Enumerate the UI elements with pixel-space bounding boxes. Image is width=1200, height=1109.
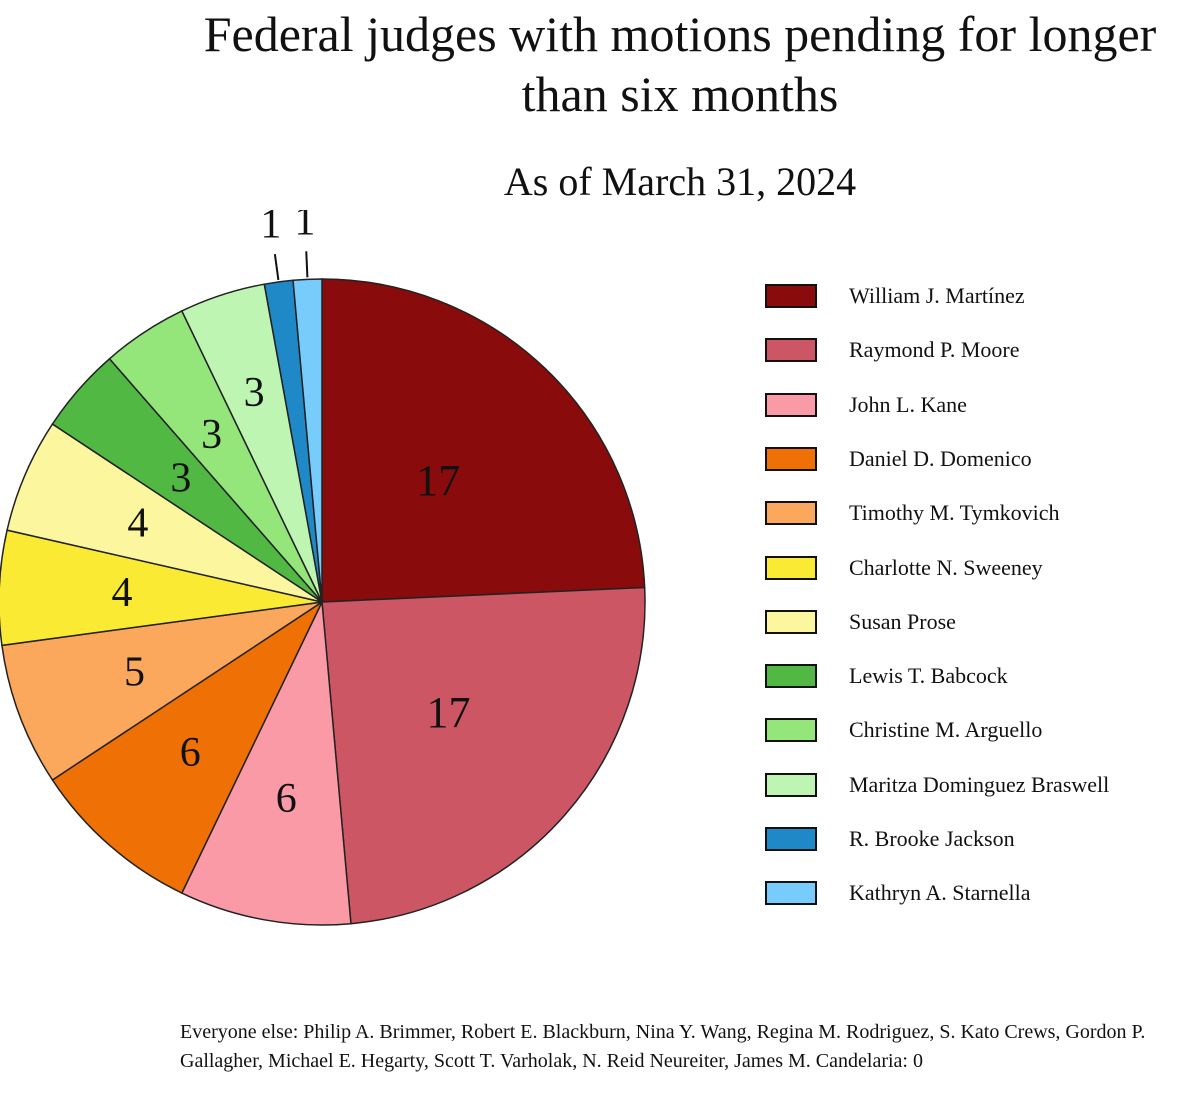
slice-value-label: 6 <box>180 730 201 776</box>
slice-value-label: 4 <box>111 570 132 616</box>
pie-slice <box>321 278 646 603</box>
pie-slice <box>292 278 323 603</box>
slice-value-label: 3 <box>201 412 222 458</box>
legend-swatch <box>765 501 817 526</box>
leader-line <box>273 254 280 281</box>
legend-swatch <box>765 718 817 743</box>
legend-label: Kathryn A. Starnella <box>849 880 1031 906</box>
legend-label: John L. Kane <box>849 391 967 417</box>
slice-value-label: 1 <box>260 210 281 247</box>
legend-label: Daniel D. Domenico <box>849 445 1032 471</box>
footnote: Everyone else: Philip A. Brimmer, Robert… <box>180 1021 1146 1072</box>
slice-value-label: 3 <box>170 456 191 502</box>
legend-swatch <box>765 392 817 417</box>
legend-swatch <box>765 664 817 689</box>
legend-swatch <box>765 338 817 363</box>
legend-swatch <box>765 772 817 797</box>
legend-label: Christine M. Arguello <box>849 717 1043 743</box>
legend-swatch <box>765 555 817 580</box>
legend-swatch <box>765 446 817 471</box>
slice-value-label: 17 <box>426 688 470 737</box>
legend-swatch <box>765 827 817 851</box>
slice-value-label: 17 <box>416 456 460 505</box>
legend-swatch <box>765 609 817 634</box>
legend-label: Maritza Dominguez Braswell <box>849 771 1110 797</box>
legend-label: R. Brooke Jackson <box>849 826 1015 851</box>
legend-swatch <box>765 881 817 906</box>
legend-label: Susan Prose <box>849 608 956 634</box>
chart-subtitle: As of March 31, 2024 <box>503 159 857 204</box>
legend-label: Lewis T. Babcock <box>849 663 1008 689</box>
slice-value-label: 1 <box>294 210 315 244</box>
slice-value-label: 3 <box>244 370 265 416</box>
legend-swatch <box>765 284 817 308</box>
legend-label: William J. Martínez <box>849 283 1025 308</box>
pie-slice <box>51 599 324 895</box>
pie-slice <box>180 599 352 926</box>
pie-slice <box>321 586 646 925</box>
legend-label: Timothy M. Tymkovich <box>849 500 1060 526</box>
legend-label: Charlotte N. Sweeney <box>849 554 1043 580</box>
slice-value-label: 4 <box>127 500 148 546</box>
legend-label: Raymond P. Moore <box>849 337 1020 363</box>
slice-value-label: 5 <box>124 649 145 695</box>
leader-line <box>305 251 309 278</box>
chart-title: Federal judges with motions pending for … <box>203 6 1157 122</box>
pie-slice <box>1 601 323 781</box>
slice-value-label: 6 <box>276 776 297 822</box>
